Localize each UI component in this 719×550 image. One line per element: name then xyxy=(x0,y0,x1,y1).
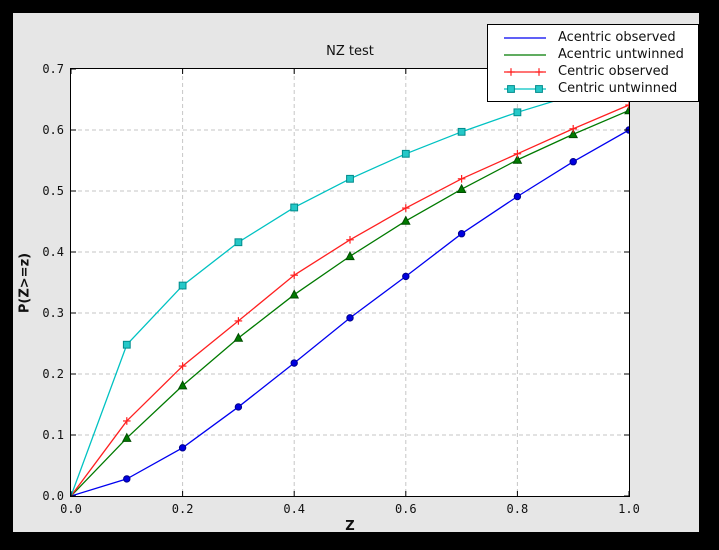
marker-circle xyxy=(178,444,187,452)
legend-label: Acentric observed xyxy=(558,30,676,45)
legend-label: Acentric untwinned xyxy=(558,47,684,62)
legend-sample-line xyxy=(504,36,546,39)
y-tick-label: 0.1 xyxy=(42,428,64,442)
marker-circle xyxy=(457,230,466,238)
chart-title: NZ test xyxy=(326,44,374,59)
marker-triangle xyxy=(400,215,411,225)
marker-square xyxy=(401,149,410,158)
marker-circle xyxy=(290,359,298,367)
y-tick-label: 0.5 xyxy=(42,184,64,198)
legend-sample-line xyxy=(504,67,546,76)
series-line-2 xyxy=(71,104,629,496)
x-axis-label: Z xyxy=(345,519,355,534)
legend-row: Acentric untwinned xyxy=(502,46,694,63)
x-tick-label: 1.0 xyxy=(618,502,640,516)
y-tick-label: 0.2 xyxy=(42,367,64,381)
x-tick-label: 0.8 xyxy=(506,502,529,516)
y-tick-label: 0.6 xyxy=(42,123,64,137)
y-tick-label: 0.4 xyxy=(42,245,64,259)
marker-circle xyxy=(569,158,577,166)
marker-triangle xyxy=(177,380,188,390)
marker-triangle xyxy=(345,250,355,261)
marker-triangle xyxy=(121,432,132,442)
marker-circle xyxy=(234,403,243,411)
marker-square xyxy=(346,174,354,183)
marker-square xyxy=(513,108,522,117)
plot-canvas xyxy=(71,69,629,496)
plot-area: NZ test Z P(Z>=z) 0.0 0.2 0.4 0.6 0.8 1.0 0.0 0… xyxy=(18,44,640,534)
series-line-0 xyxy=(71,129,629,496)
y-tick-label: 0.7 xyxy=(42,62,64,76)
legend-sample-line xyxy=(504,84,546,93)
legend-label: Centric observed xyxy=(558,64,669,79)
y-tick-label: 0.3 xyxy=(42,306,64,320)
marker-triangle xyxy=(624,105,629,115)
y-axis-label: P(Z>=z) xyxy=(17,252,33,313)
legend-row: Centric untwinned xyxy=(502,80,694,97)
figure: NZ test Z P(Z>=z) 0.0 0.2 0.4 0.6 0.8 1.0 0.0 0… xyxy=(13,13,699,534)
legend-row: Centric observed xyxy=(502,63,694,80)
marker-square xyxy=(122,340,131,349)
legend: Acentric observed Acentric untwinned Cen… xyxy=(487,24,699,102)
marker-triangle xyxy=(512,154,523,164)
marker-square xyxy=(457,127,466,136)
marker-square xyxy=(535,84,543,93)
marker-square xyxy=(178,281,187,290)
marker-triangle xyxy=(568,128,579,139)
marker-circle xyxy=(513,192,522,201)
x-tick-label: 0.4 xyxy=(283,502,306,516)
marker-circle xyxy=(402,272,410,281)
marker-triangle xyxy=(233,332,244,342)
x-tick-label: 0.2 xyxy=(171,502,194,516)
legend-row: Acentric observed xyxy=(502,29,694,46)
legend-sample-line xyxy=(504,53,546,56)
marker-triangle xyxy=(289,289,300,299)
marker-square xyxy=(507,84,515,93)
legend-label: Centric untwinned xyxy=(558,81,678,96)
marker-circle xyxy=(123,475,131,483)
x-tick-label: 0.6 xyxy=(394,502,417,516)
x-tick-label: 0.0 xyxy=(60,502,82,516)
y-tick-label: 0.0 xyxy=(42,489,64,503)
series-line-1 xyxy=(71,109,629,496)
marker-square xyxy=(290,203,299,212)
marker-circle xyxy=(346,314,354,322)
marker-triangle xyxy=(456,183,467,193)
marker-square xyxy=(234,238,243,247)
